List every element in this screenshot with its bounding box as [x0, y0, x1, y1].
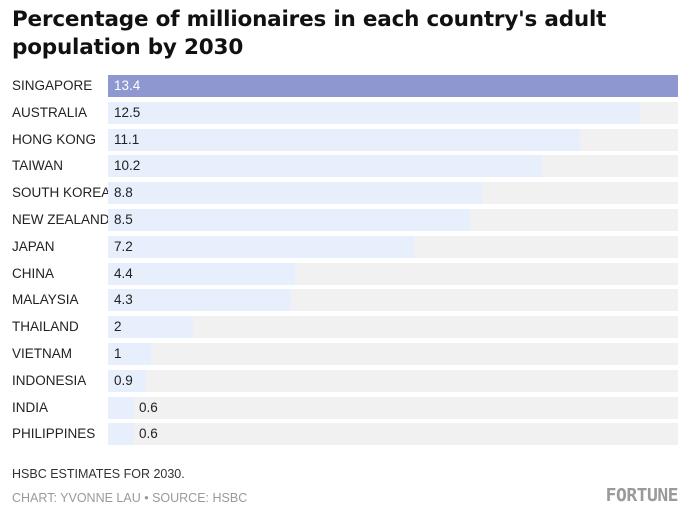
category-label: HONG KONG	[12, 131, 97, 147]
bar	[108, 209, 470, 231]
bar	[108, 369, 146, 392]
value-label: 10.2	[114, 158, 141, 174]
bar-row: HONG KONG 11.1	[0, 128, 690, 151]
bar	[108, 75, 678, 97]
bar-row: INDONESIA 0.9	[0, 369, 690, 392]
value-label: 7.2	[114, 238, 133, 254]
bar-track: 2	[108, 316, 678, 339]
bar	[108, 343, 151, 365]
value-label: 0.6	[139, 399, 158, 415]
bar	[108, 101, 640, 124]
bar-track: 8.8	[108, 182, 678, 205]
value-label: 0.6	[139, 426, 158, 442]
bar-track: 7.2	[108, 235, 678, 258]
bar-track: 4.3	[108, 289, 678, 312]
value-label: 8.5	[114, 212, 133, 227]
bar	[108, 262, 295, 285]
value-label: 0.9	[114, 372, 133, 388]
category-label: VIETNAM	[12, 346, 73, 361]
value-label: 4.4	[114, 265, 133, 281]
bar-row: NEW ZEALAND 8.5	[0, 209, 690, 231]
bar-row: CHINA 4.4	[0, 262, 690, 285]
bar-track: 11.1	[108, 128, 678, 151]
bar	[108, 396, 134, 419]
bar-track: 8.5	[108, 209, 678, 231]
bar	[108, 182, 482, 205]
value-label: 1	[114, 346, 122, 361]
category-label: INDIA	[12, 399, 49, 415]
bar-row: SINGAPORE 13.4	[0, 75, 690, 97]
bar-track: 0.6	[108, 396, 678, 419]
bar	[108, 128, 580, 151]
category-label: AUSTRALIA	[12, 104, 88, 120]
chart-title: Percentage of millionaires in each count…	[12, 7, 607, 60]
bar-track: 0.6	[108, 423, 678, 446]
category-label: SINGAPORE	[12, 78, 93, 93]
category-label: TAIWAN	[12, 158, 63, 174]
category-label: CHINA	[12, 265, 55, 281]
bar-row: THAILAND 2	[0, 316, 690, 339]
bar-row: JAPAN 7.2	[0, 235, 690, 258]
chart-credit: CHART: YVONNE LAU • SOURCE: HSBC	[12, 491, 248, 505]
bar-track: 4.4	[108, 262, 678, 285]
footnote: HSBC ESTIMATES FOR 2030.	[12, 467, 185, 481]
bar	[108, 316, 193, 339]
category-label: INDONESIA	[12, 372, 87, 388]
bar	[108, 423, 134, 446]
bar-track: 10.2	[108, 155, 678, 178]
category-label: NEW ZEALAND	[12, 212, 110, 227]
bar-row: TAIWAN 10.2	[0, 155, 690, 178]
bar-row: PHILIPPINES 0.6	[0, 423, 690, 446]
category-label: JAPAN	[12, 238, 55, 254]
value-label: 13.4	[114, 78, 141, 93]
bar-row: INDIA 0.6	[0, 396, 690, 419]
bar-track: 0.9	[108, 369, 678, 392]
category-label: SOUTH KOREA	[12, 185, 111, 201]
bar	[108, 235, 414, 258]
category-label: PHILIPPINES	[12, 426, 96, 442]
bar-track: 12.5	[108, 101, 678, 124]
value-label: 12.5	[114, 104, 141, 120]
fortune-logo: FORTUNE	[605, 485, 679, 506]
bar-row: AUSTRALIA 12.5	[0, 101, 690, 124]
value-label: 8.8	[114, 185, 133, 201]
bar-row: MALAYSIA 4.3	[0, 289, 690, 312]
bar-track: 1	[108, 343, 678, 365]
bar	[108, 289, 291, 312]
bar-row: VIETNAM 1	[0, 343, 690, 365]
value-label: 4.3	[114, 292, 133, 308]
value-label: 11.1	[114, 131, 140, 147]
bar-track: 13.4	[108, 75, 678, 97]
value-label: 2	[114, 319, 122, 335]
bar-row: SOUTH KOREA 8.8	[0, 182, 690, 205]
category-label: MALAYSIA	[12, 292, 79, 308]
bar	[108, 155, 542, 178]
category-label: THAILAND	[12, 319, 79, 335]
